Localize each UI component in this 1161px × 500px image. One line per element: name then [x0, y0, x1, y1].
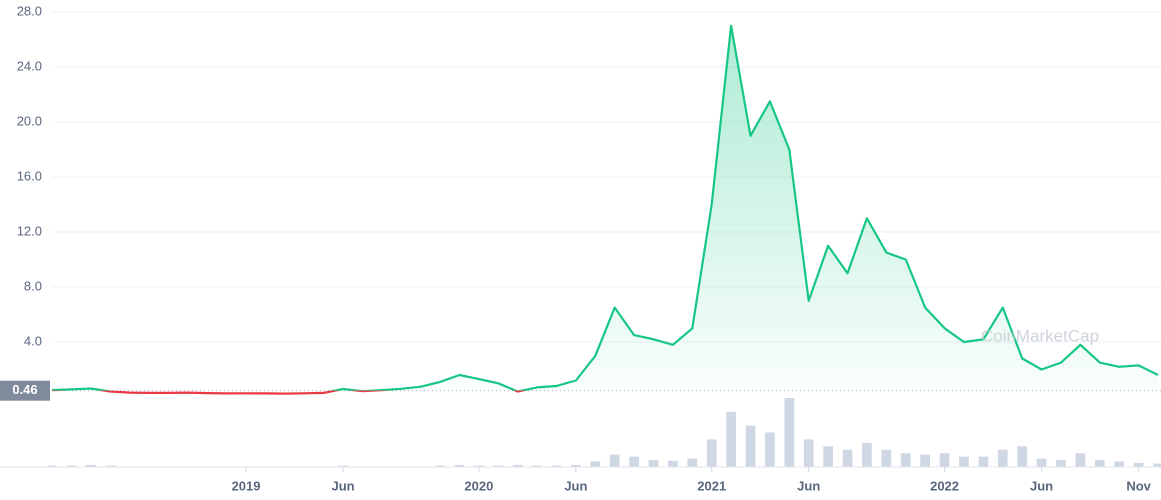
y-tick-label: 28.0: [17, 3, 42, 18]
volume-bar: [1056, 460, 1066, 467]
volume-bar: [726, 411, 736, 467]
volume-bar: [532, 465, 542, 467]
volume-bar: [745, 425, 756, 467]
price-area: [52, 25, 1158, 391]
volume-bar: [338, 465, 348, 467]
volume-bar: [551, 465, 562, 467]
volume-bar: [47, 465, 57, 467]
volume-bar: [1153, 463, 1161, 467]
volume-bar: [784, 398, 795, 467]
volume-bar: [939, 453, 950, 467]
volume-bar: [66, 465, 77, 467]
x-tick-label: 2021: [697, 478, 726, 493]
volume-bar: [997, 449, 1008, 467]
volume-bar: [959, 456, 969, 467]
volume-bar: [85, 464, 96, 467]
volume-bar: [978, 456, 989, 467]
x-tick-label: 2020: [464, 478, 493, 493]
volume-bar: [474, 465, 484, 467]
volume-bar: [881, 449, 892, 467]
baseline-label: 0.46: [12, 382, 37, 397]
volume-bar: [590, 461, 601, 467]
volume-bar: [493, 465, 504, 467]
y-tick-label: 4.0: [24, 333, 42, 348]
watermark: CoinMarketCap: [981, 326, 1099, 345]
y-tick-label: 24.0: [17, 58, 42, 73]
volume-bar: [1036, 458, 1047, 467]
volume-bar: [629, 456, 639, 467]
baseline-label-box: [0, 380, 50, 401]
volume-bar: [609, 454, 620, 467]
volume-bar: [803, 439, 814, 467]
volume-bar: [105, 465, 116, 467]
volume-bar: [1075, 453, 1086, 467]
x-tick-label: Jun: [564, 478, 587, 493]
price-line-below: [52, 390, 527, 395]
volume-bar: [435, 465, 445, 467]
volume-bar: [842, 449, 853, 467]
x-tick-label: Jun: [331, 478, 354, 493]
y-tick-label: 16.0: [17, 168, 42, 183]
volume-bar: [862, 442, 872, 467]
x-tick-label: Nov: [1126, 478, 1151, 493]
volume-bar: [1094, 460, 1105, 467]
volume-bar: [706, 439, 717, 467]
volume-bar: [823, 446, 833, 467]
volume-bar: [1114, 461, 1125, 467]
volume-bar: [668, 460, 678, 467]
volume-bar: [512, 464, 523, 467]
volume-bar: [900, 453, 911, 467]
y-tick-label: 8.0: [24, 278, 42, 293]
x-tick-label: 2022: [930, 478, 959, 493]
x-tick-label: Jun: [797, 478, 820, 493]
volume-bar: [571, 464, 581, 467]
x-tick-label: 2019: [232, 478, 261, 493]
volume-bar: [454, 464, 465, 467]
price-line: [51, 24, 1159, 391]
y-tick-label: 12.0: [17, 223, 42, 238]
volume-bar: [648, 460, 659, 467]
volume-bar: [765, 432, 775, 467]
x-tick-label: Jun: [1030, 478, 1053, 493]
volume-bar: [1017, 446, 1028, 467]
volume-bar: [920, 454, 931, 467]
volume-bar: [1133, 462, 1144, 467]
y-tick-label: 20.0: [17, 113, 42, 128]
volume-bar: [687, 458, 698, 467]
